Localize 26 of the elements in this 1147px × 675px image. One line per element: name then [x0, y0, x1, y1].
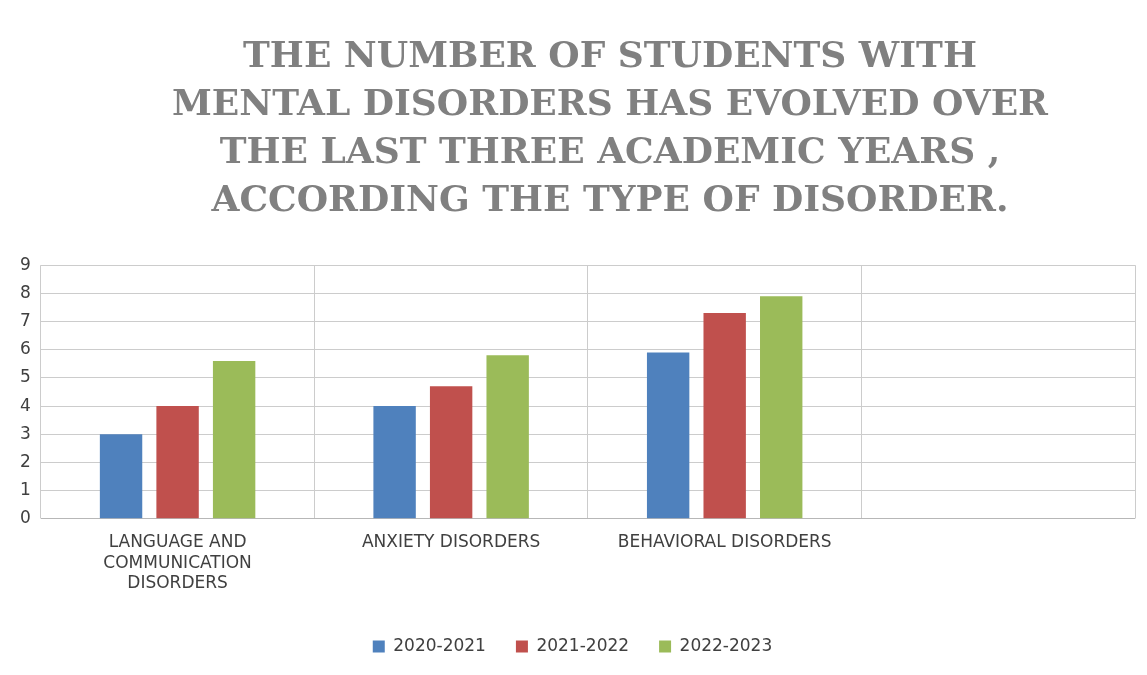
y-tick-label: 1 [19, 479, 31, 500]
bar [646, 352, 690, 519]
x-tick-label: BEHAVIORAL DISORDERS [617, 531, 832, 552]
bar [486, 355, 529, 519]
y-tick-label: 8 [19, 281, 31, 302]
bar [429, 386, 473, 519]
y-tick-label: 7 [19, 309, 31, 330]
y-tick-label: 6 [19, 338, 31, 359]
bar [760, 296, 803, 519]
x-tick-label: LANGUAGE AND COMMUNICATION DISORDERS [103, 531, 252, 593]
legend-label: 2020-2021 [393, 634, 486, 655]
legend-label: 2021-2022 [536, 634, 630, 655]
bar [99, 434, 143, 519]
legend-label: 2022-2023 [679, 634, 773, 655]
y-tick-label: 4 [19, 394, 31, 415]
bar [703, 313, 746, 519]
bar [212, 361, 256, 519]
bar [156, 406, 199, 519]
y-tick-label: 2 [19, 450, 31, 471]
y-tick-label: 9 [19, 253, 31, 274]
y-tick-label: 5 [19, 366, 31, 387]
y-tick-label: 3 [19, 422, 31, 443]
bar [373, 406, 416, 519]
x-tick-label: ANXIETY DISORDERS [361, 531, 541, 552]
chart-title: THE NUMBER OF STUDENTS WITH MENTAL DISORDERS HAS EVOLVED OVER THE LAST THREE ACADEMIC YEARS , ACCORDING THE TYPE OF DISORDER. [171, 32, 1049, 221]
y-tick-label: 0 [19, 507, 31, 528]
